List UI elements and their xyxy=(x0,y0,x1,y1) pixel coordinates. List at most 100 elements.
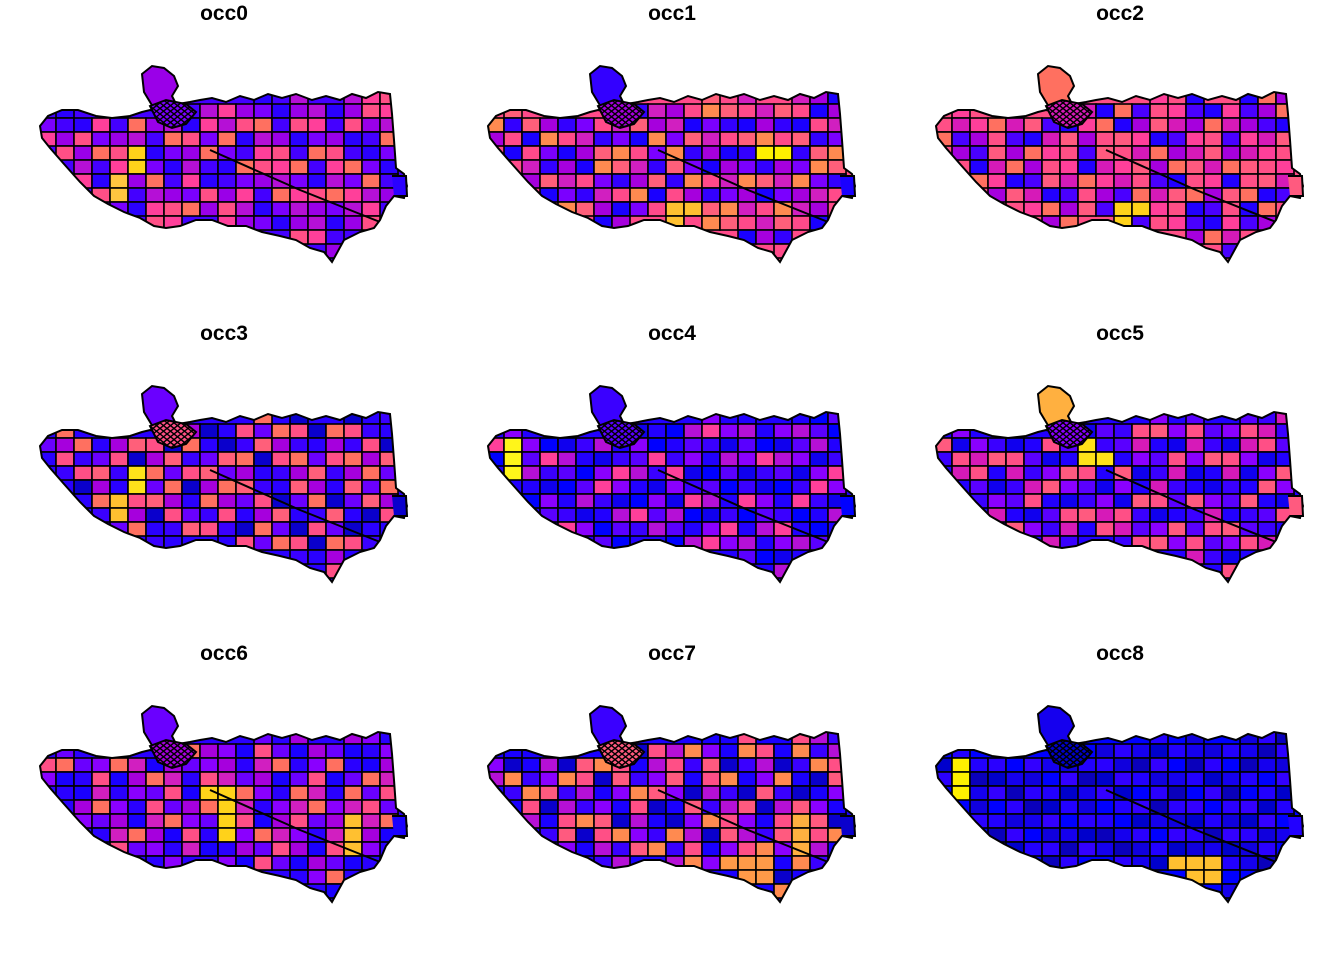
tract xyxy=(181,451,201,467)
tract xyxy=(289,117,309,133)
tract xyxy=(987,799,1007,815)
tract xyxy=(701,131,721,147)
tract xyxy=(755,131,775,147)
tract xyxy=(271,451,291,467)
tract xyxy=(271,117,291,133)
tract xyxy=(271,841,291,857)
tract xyxy=(737,117,757,133)
tract xyxy=(647,201,667,217)
tract xyxy=(163,507,183,523)
tract xyxy=(145,173,165,189)
tract xyxy=(1185,201,1205,217)
tract xyxy=(217,201,237,217)
tract xyxy=(127,479,147,495)
tract xyxy=(1257,117,1277,133)
tract xyxy=(73,437,93,453)
tract xyxy=(593,187,613,203)
tract xyxy=(1257,757,1277,773)
tract xyxy=(521,145,541,161)
tract xyxy=(611,451,631,467)
tract xyxy=(773,855,793,871)
tract xyxy=(755,423,775,439)
tract xyxy=(109,493,129,509)
tract xyxy=(1113,813,1133,829)
tract xyxy=(719,437,739,453)
tract xyxy=(701,535,721,551)
tract xyxy=(827,437,847,453)
tract xyxy=(1131,117,1151,133)
tract xyxy=(521,437,541,453)
tract xyxy=(755,229,775,245)
tract xyxy=(827,757,847,773)
tract xyxy=(683,465,703,481)
tract xyxy=(1059,145,1079,161)
tract xyxy=(1149,215,1169,231)
tract xyxy=(1185,117,1205,133)
tract xyxy=(1239,507,1259,523)
tract xyxy=(1077,493,1097,509)
map-panel-occ3: occ3 xyxy=(0,320,448,640)
tract xyxy=(629,159,649,175)
tract xyxy=(737,757,757,773)
tract xyxy=(1185,103,1205,119)
tract xyxy=(127,131,147,147)
tract xyxy=(1005,771,1025,787)
tract xyxy=(109,187,129,203)
tract xyxy=(1185,423,1205,439)
tract xyxy=(1275,743,1295,759)
tract xyxy=(181,827,201,843)
tract xyxy=(1203,451,1223,467)
tract xyxy=(647,493,667,509)
tract xyxy=(1005,173,1025,189)
tract xyxy=(1023,799,1043,815)
tract xyxy=(163,493,183,509)
tract xyxy=(289,159,309,175)
tract xyxy=(1059,521,1079,537)
tract xyxy=(307,785,327,801)
tract xyxy=(629,785,649,801)
tract xyxy=(127,437,147,453)
tract xyxy=(1095,757,1115,773)
tract xyxy=(55,757,75,773)
tract xyxy=(163,131,183,147)
tract xyxy=(55,451,75,467)
tract xyxy=(307,521,327,537)
tract xyxy=(1203,785,1223,801)
tract xyxy=(791,423,811,439)
tract xyxy=(629,479,649,495)
east-edge-tract xyxy=(1288,495,1305,517)
tract xyxy=(969,785,989,801)
tract xyxy=(253,187,273,203)
panel-title: occ0 xyxy=(200,2,248,25)
tract xyxy=(809,451,829,467)
tract xyxy=(647,451,667,467)
tract xyxy=(181,465,201,481)
tract xyxy=(1257,465,1277,481)
tract xyxy=(343,465,363,481)
tract xyxy=(827,131,847,147)
tract xyxy=(1203,549,1223,565)
tract xyxy=(755,549,775,565)
tract xyxy=(289,201,309,217)
tract xyxy=(253,479,273,495)
tract xyxy=(665,493,685,509)
tract xyxy=(271,827,291,843)
tract xyxy=(665,423,685,439)
tract xyxy=(253,423,273,439)
tract xyxy=(91,159,111,175)
tract xyxy=(361,437,381,453)
tract xyxy=(719,117,739,133)
tract xyxy=(1167,187,1187,203)
tract xyxy=(289,743,309,759)
tract xyxy=(539,173,559,189)
tract xyxy=(1239,465,1259,481)
tract xyxy=(1185,785,1205,801)
tract xyxy=(521,451,541,467)
tract xyxy=(235,493,255,509)
tract xyxy=(199,423,219,439)
tract xyxy=(1257,785,1277,801)
tract xyxy=(1149,827,1169,843)
tract xyxy=(199,827,219,843)
tract xyxy=(521,479,541,495)
tract xyxy=(73,451,93,467)
